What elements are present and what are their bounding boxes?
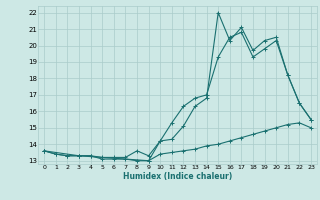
X-axis label: Humidex (Indice chaleur): Humidex (Indice chaleur) [123,172,232,181]
